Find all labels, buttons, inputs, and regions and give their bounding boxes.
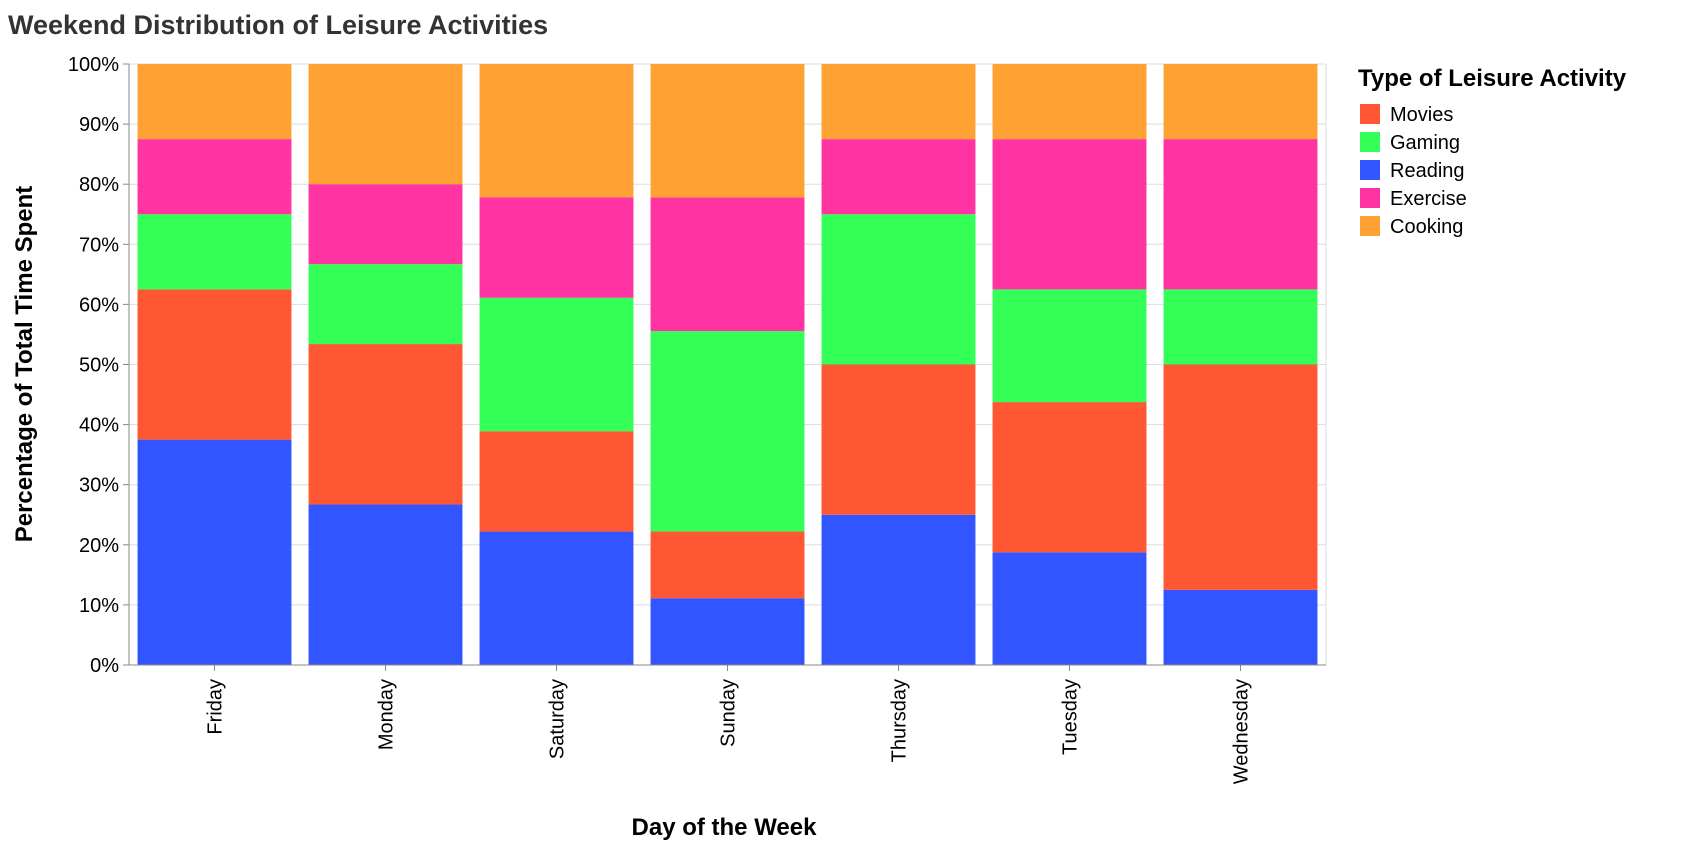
x-tick-label: Tuesday xyxy=(1060,679,1082,755)
bar-segment-gaming-wednesday xyxy=(1163,289,1318,365)
y-tick-label: 40% xyxy=(79,415,119,437)
bar-segment-exercise-monday xyxy=(308,184,463,265)
bar-segment-movies-friday xyxy=(137,289,292,440)
y-tick-label: 60% xyxy=(79,294,119,316)
bar-segment-cooking-friday xyxy=(137,64,292,140)
legend-swatch-reading xyxy=(1360,160,1380,180)
bar-segment-movies-wednesday xyxy=(1163,364,1318,590)
y-tick-label: 30% xyxy=(79,475,119,497)
bar-segment-reading-wednesday xyxy=(1163,589,1318,665)
y-tick-label: 20% xyxy=(79,535,119,557)
bar-segment-gaming-thursday xyxy=(821,214,976,365)
legend-label-gaming: Gaming xyxy=(1390,132,1460,154)
legend-label-movies: Movies xyxy=(1390,104,1453,126)
y-tick-label: 10% xyxy=(79,595,119,617)
x-tick-label: Monday xyxy=(376,679,398,750)
x-axis-title: Day of the Week xyxy=(632,814,818,841)
bar-segment-cooking-wednesday xyxy=(1163,64,1318,140)
bar-segment-movies-saturday xyxy=(479,431,634,532)
bar-segment-reading-monday xyxy=(308,504,463,665)
bar-segment-gaming-monday xyxy=(308,264,463,345)
bar-segment-movies-thursday xyxy=(821,364,976,515)
legend-label-exercise: Exercise xyxy=(1390,188,1467,210)
bar-segment-exercise-thursday xyxy=(821,139,976,215)
bar-segment-gaming-saturday xyxy=(479,297,634,432)
y-tick-label: 80% xyxy=(79,174,119,196)
bar-segment-reading-sunday xyxy=(650,598,805,665)
bar-segment-gaming-tuesday xyxy=(992,289,1147,403)
x-tick-label: Saturday xyxy=(547,679,569,759)
bar-segment-exercise-friday xyxy=(137,139,292,215)
y-tick-label: 70% xyxy=(79,234,119,256)
bar-segment-cooking-sunday xyxy=(650,64,805,198)
legend-swatch-cooking xyxy=(1360,216,1380,236)
x-tick-label: Thursday xyxy=(889,679,911,762)
bar-segment-movies-tuesday xyxy=(992,402,1147,553)
bar-segment-movies-monday xyxy=(308,344,463,505)
bar-segment-cooking-thursday xyxy=(821,64,976,140)
bar-segment-gaming-sunday xyxy=(650,331,805,532)
bar-segment-cooking-tuesday xyxy=(992,64,1147,140)
y-tick-label: 50% xyxy=(79,355,119,377)
bar-segment-exercise-sunday xyxy=(650,197,805,332)
legend-label-cooking: Cooking xyxy=(1390,216,1463,238)
bar-segment-exercise-saturday xyxy=(479,197,634,298)
bar-segment-reading-thursday xyxy=(821,514,976,665)
bar-segment-movies-sunday xyxy=(650,531,805,599)
legend-label-reading: Reading xyxy=(1390,160,1465,182)
bar-segment-reading-friday xyxy=(137,439,292,665)
legend: Type of Leisure Activity Movies Gaming Rea… xyxy=(1358,65,1627,238)
legend-swatch-exercise xyxy=(1360,188,1380,208)
x-tick-label: Sunday xyxy=(718,679,740,747)
legend-swatch-movies xyxy=(1360,104,1380,124)
bar-segment-reading-saturday xyxy=(479,531,634,665)
bar-segment-cooking-monday xyxy=(308,64,463,185)
bar-segment-gaming-friday xyxy=(137,214,292,290)
axes: 0% 10% 20% 30% 40% 50% 60% 70% 80% 90% 100% Friday M… xyxy=(68,54,1326,784)
y-axis-title: Percentage of Total Time Spent xyxy=(11,186,38,543)
chart-title: Weekend Distribution of Leisure Activiti… xyxy=(8,10,548,40)
bars xyxy=(137,64,1318,665)
bar-segment-reading-tuesday xyxy=(992,552,1147,665)
x-tick-label: Friday xyxy=(205,679,227,735)
x-tick-label: Wednesday xyxy=(1231,679,1253,784)
legend-swatch-gaming xyxy=(1360,132,1380,152)
bar-segment-cooking-saturday xyxy=(479,64,634,198)
legend-title: Type of Leisure Activity xyxy=(1358,65,1627,92)
bar-segment-exercise-tuesday xyxy=(992,139,1147,290)
y-tick-label: 90% xyxy=(79,114,119,136)
bar-segment-exercise-wednesday xyxy=(1163,139,1318,290)
y-tick-label: 0% xyxy=(90,655,119,677)
y-tick-label: 100% xyxy=(68,54,119,76)
